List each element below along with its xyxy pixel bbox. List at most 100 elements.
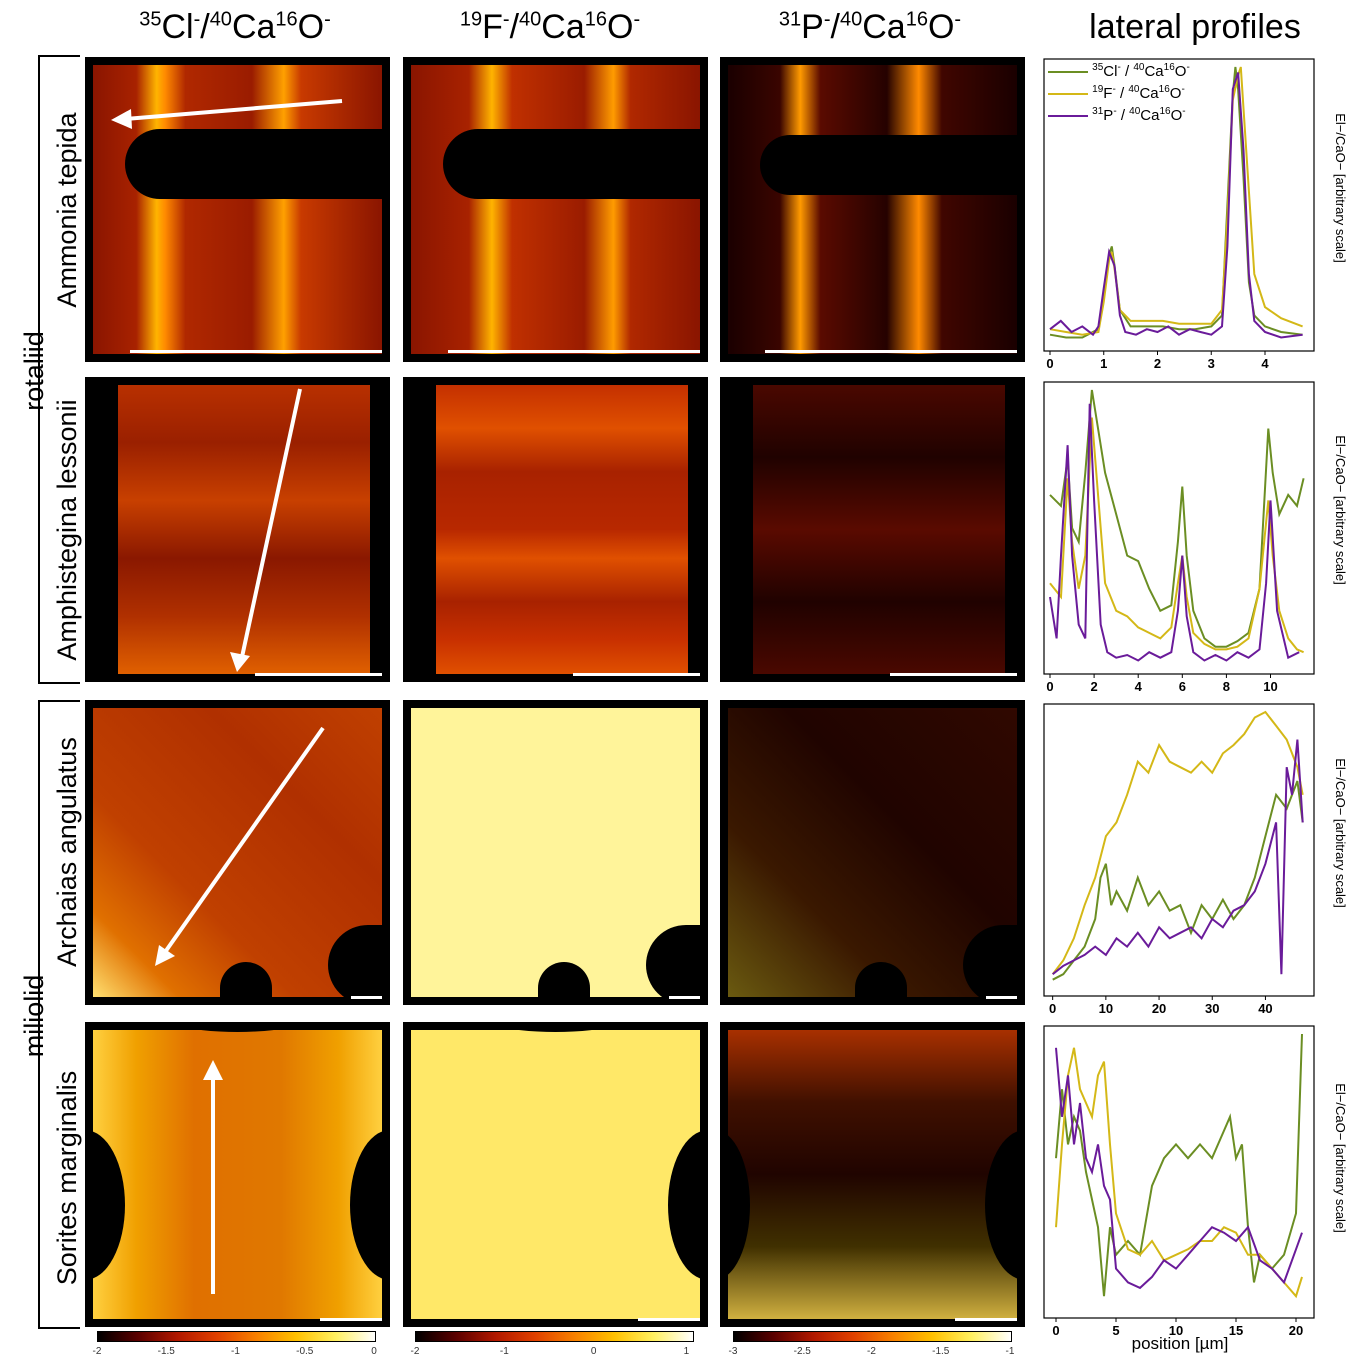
- map-archaias-p: [720, 700, 1025, 1005]
- map-sorites-cl: [85, 1022, 390, 1327]
- x-tick-label: 30: [1205, 1001, 1219, 1016]
- plot-frame: [1043, 1025, 1315, 1319]
- map-amphistegina-p: [720, 377, 1025, 682]
- profile-arrow: [230, 388, 302, 672]
- profile-chart-ammonia: 0 1 2 3 4: [1043, 58, 1315, 371]
- colorbar-f: [415, 1331, 694, 1342]
- colorbar-tick: -1: [499, 1346, 509, 1357]
- x-tick-label: 0: [1046, 679, 1053, 694]
- colorbar-tick: 1: [683, 1346, 690, 1357]
- column-header-p: 31P-/40Ca16O-: [778, 8, 962, 46]
- x-tick-label: 20: [1152, 1001, 1166, 1016]
- colorbar-tick: -3: [728, 1346, 738, 1357]
- column-header-cl: 35Cl-/40Ca16O-: [139, 8, 331, 46]
- x-tick-label: 3: [1208, 356, 1215, 371]
- series-line-cl: [1049, 389, 1305, 648]
- x-tick-label: 40: [1258, 1001, 1272, 1016]
- scale-bar: [955, 1318, 1017, 1321]
- legend: 35Cl- / 40Ca16O- 19F- / 40Ca16O- 31P- / …: [1048, 62, 1248, 128]
- colorbar-tick: -1.5: [157, 1346, 175, 1357]
- y-axis-label: El−/CaO− [arbitrary scale]: [1333, 113, 1348, 263]
- scale-bar: [638, 1318, 700, 1321]
- x-tick-label: 10: [1099, 1001, 1113, 1016]
- series-line-f: [1051, 710, 1304, 975]
- profile-arrow: [111, 99, 343, 129]
- y-axis-label: El−/CaO− [arbitrary scale]: [1333, 1083, 1348, 1233]
- x-tick-label: 1: [1100, 356, 1107, 371]
- x-tick-label: 4: [1135, 679, 1143, 694]
- scale-bar: [255, 673, 382, 676]
- rotaliid-bracket: [38, 55, 80, 684]
- column-header-profiles: lateral profiles: [1089, 8, 1301, 46]
- x-tick-label: 8: [1223, 679, 1230, 694]
- scale-bar: [130, 350, 382, 353]
- scale-bar: [986, 996, 1017, 999]
- y-axis-label: El−/CaO− [arbitrary scale]: [1333, 435, 1348, 585]
- colorbar-tick: -0.5: [296, 1346, 314, 1357]
- scale-bar: [890, 673, 1017, 676]
- plot-frame: [1043, 703, 1315, 997]
- x-tick-label: 6: [1179, 679, 1186, 694]
- colorbar-tick: -2.5: [793, 1346, 811, 1357]
- series-line-cl: [1055, 1033, 1303, 1297]
- scale-bar: [320, 1318, 382, 1321]
- group-label-miliolid: miliolid: [19, 974, 49, 1058]
- profile-arrow: [155, 726, 325, 966]
- map-amphistegina-f: [403, 377, 708, 682]
- colorbar-cl: [97, 1331, 376, 1342]
- map-archaias-f: [403, 700, 708, 1005]
- column-header-f: 19F-/40Ca16O-: [459, 8, 641, 46]
- species-label-archaias: Archaias angulatus: [52, 737, 82, 967]
- mask-shadow: [125, 129, 390, 199]
- series-line-p: [1049, 403, 1300, 662]
- colorbar-tick: 0: [371, 1346, 377, 1357]
- colorbar-tick: -2: [92, 1346, 102, 1357]
- colorbar-tick: -1: [231, 1346, 240, 1357]
- y-axis-label: El−/CaO− [arbitrary scale]: [1333, 758, 1348, 908]
- series-line-f: [1049, 417, 1304, 654]
- profile-chart-sorites: 0 5 10 15 20: [1043, 1025, 1315, 1338]
- group-label-rotaliid: rotaliid: [19, 331, 49, 411]
- series-line-p: [1052, 739, 1304, 975]
- x-tick-label: 5: [1112, 1323, 1119, 1338]
- plot-frame: [1043, 58, 1315, 352]
- x-tick-label: 10: [1263, 679, 1277, 694]
- species-label-amphistegina: Amphistegina lessonii: [52, 399, 82, 661]
- x-tick-label: 0: [1052, 1323, 1059, 1338]
- colorbar-tick: -1: [1005, 1346, 1015, 1357]
- series-line-f: [1055, 1047, 1303, 1299]
- map-sorites-p: [720, 1022, 1025, 1327]
- scale-bar: [573, 673, 700, 676]
- profile-chart-archaias: 0 10 20 30 40: [1043, 703, 1315, 1016]
- x-tick-label: 2: [1090, 679, 1097, 694]
- series-line-cl: [1052, 780, 1304, 981]
- colorbar-tick: -2: [410, 1346, 420, 1357]
- profile-arrow: [203, 1060, 223, 1294]
- series-line-p: [1055, 1047, 1303, 1290]
- x-axis-label: position [µm]: [1131, 1334, 1229, 1353]
- x-tick-label: 0: [1049, 1001, 1056, 1016]
- colorbar-tick: -1.5: [932, 1346, 950, 1357]
- x-tick-label: 15: [1229, 1323, 1243, 1338]
- x-tick-label: 10: [1169, 1323, 1183, 1338]
- map-archaias-cl: [85, 700, 390, 1005]
- series-line-f: [1049, 66, 1303, 336]
- map-amphistegina-cl: [85, 377, 390, 682]
- x-tick-label: 4: [1261, 356, 1269, 371]
- miliolid-bracket: [38, 700, 80, 1329]
- x-tick-label: 20: [1289, 1323, 1303, 1338]
- map-ammonia-p: [720, 57, 1025, 362]
- scale-bar: [669, 996, 700, 999]
- map-ammonia-f: [403, 57, 708, 362]
- x-tick-label: 0: [1046, 356, 1053, 371]
- scale-bar: [448, 350, 700, 353]
- colorbar-tick: -2: [867, 1346, 876, 1357]
- legend-item-p: 31P- / 40Ca16O-: [1048, 106, 1248, 128]
- species-label-ammonia: Ammonia tepida: [52, 112, 82, 308]
- legend-item-f: 19F- / 40Ca16O-: [1048, 84, 1248, 106]
- series-line-p: [1049, 72, 1303, 339]
- scale-bar: [351, 996, 382, 999]
- profile-chart-amphistegina: 0 2 4 6 8 10: [1043, 381, 1315, 694]
- map-ammonia-cl: [85, 57, 390, 362]
- colorbar-p: [733, 1331, 1012, 1342]
